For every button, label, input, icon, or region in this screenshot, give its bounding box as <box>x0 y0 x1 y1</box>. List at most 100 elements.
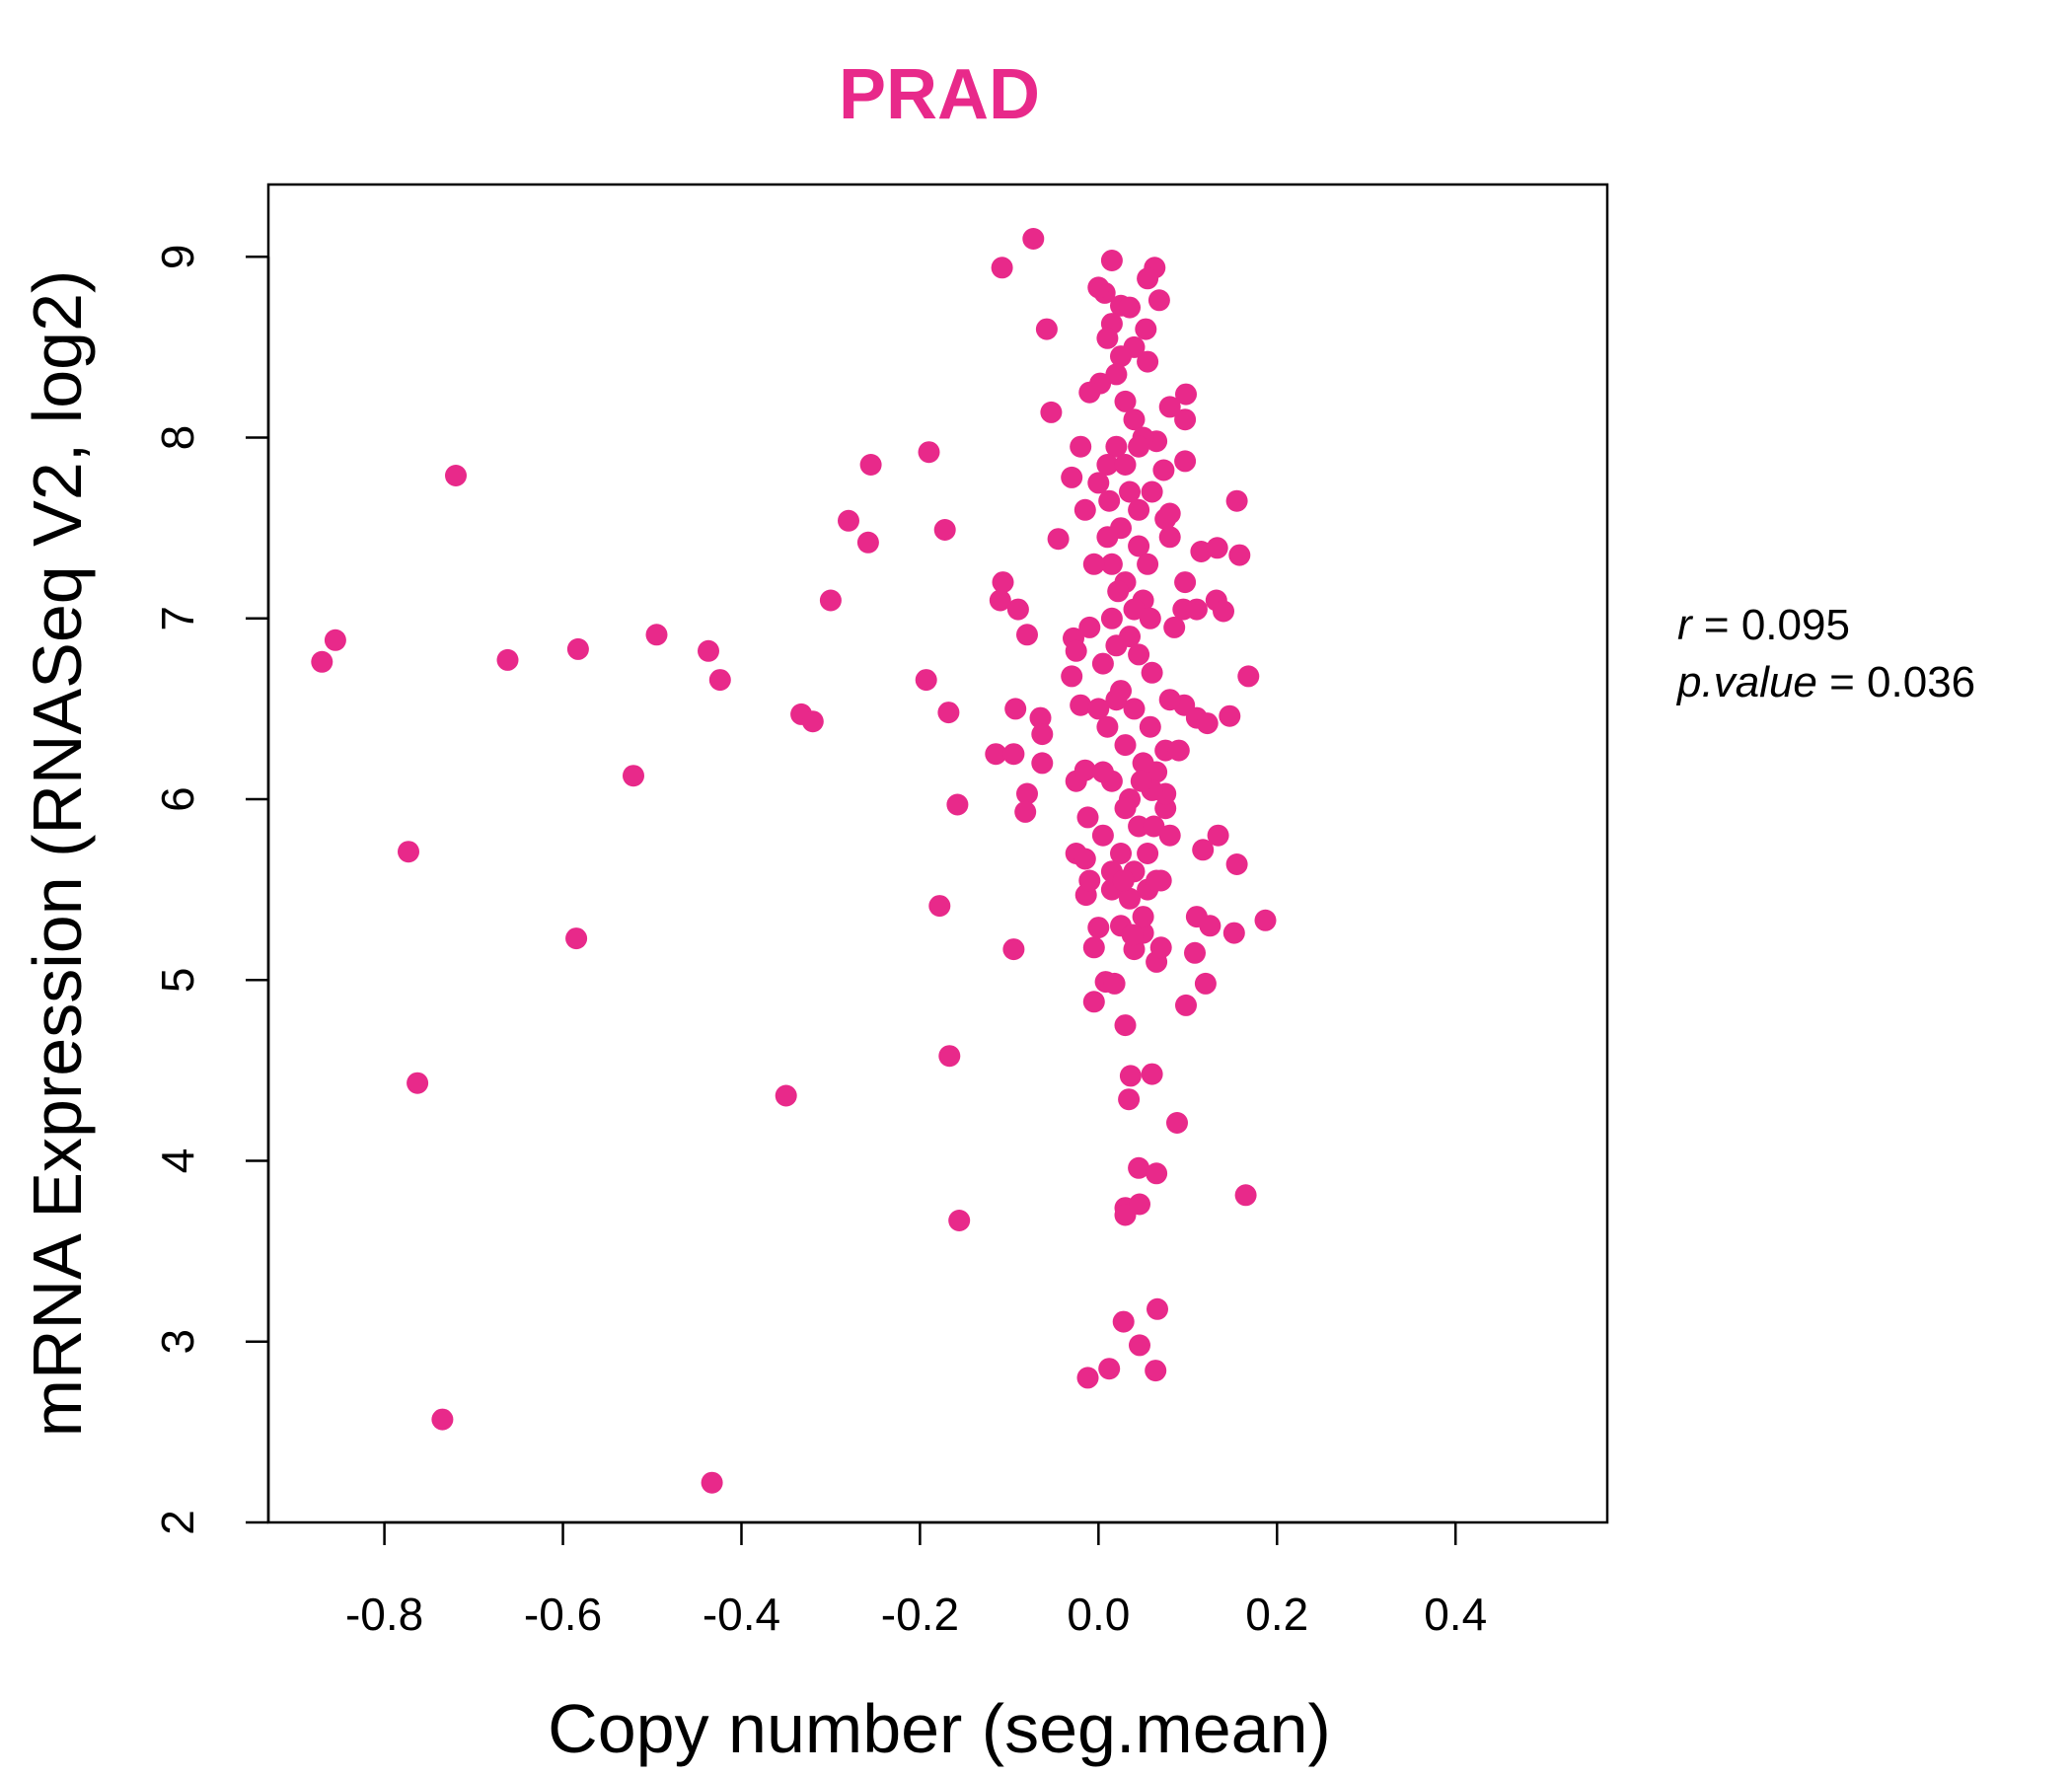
p-value-stat-label: p.value <box>1675 658 1817 706</box>
data-point <box>985 743 1007 766</box>
data-point <box>1254 909 1277 931</box>
data-point <box>1225 853 1248 875</box>
data-point <box>1174 408 1197 431</box>
data-point <box>1128 1156 1150 1179</box>
data-point <box>1237 665 1260 688</box>
data-point <box>1175 994 1197 1016</box>
y-tick-label: 4 <box>152 1148 203 1174</box>
data-point <box>1163 616 1186 638</box>
data-point <box>496 648 519 671</box>
data-point <box>1141 481 1163 503</box>
data-point <box>1112 1310 1135 1333</box>
data-point <box>1128 815 1150 838</box>
data-point <box>1105 435 1128 458</box>
data-point <box>1096 526 1119 549</box>
data-point <box>946 793 969 816</box>
data-point <box>856 531 879 554</box>
data-point <box>1031 723 1054 746</box>
x-tick-label: -0.8 <box>345 1589 423 1640</box>
data-point <box>915 669 937 692</box>
data-point <box>566 637 589 660</box>
data-point <box>1070 694 1092 716</box>
data-point <box>992 571 1014 594</box>
p-value-stat-value: 0.036 <box>1867 658 1975 706</box>
data-point <box>1087 276 1110 299</box>
y-tick-label: 2 <box>152 1510 203 1535</box>
x-tick-label: -0.6 <box>524 1589 602 1640</box>
data-point <box>1139 715 1161 738</box>
x-tick-label: 0.2 <box>1245 1589 1308 1640</box>
data-point <box>1078 381 1101 404</box>
data-point <box>1078 869 1101 892</box>
data-point <box>859 454 882 476</box>
y-tick-label: 9 <box>152 245 203 270</box>
data-point <box>1152 459 1175 481</box>
data-point <box>1219 704 1241 727</box>
data-point <box>1128 498 1150 521</box>
data-point <box>1132 752 1154 775</box>
data-point <box>1145 1360 1167 1382</box>
data-point <box>801 710 824 733</box>
data-point <box>324 629 346 651</box>
data-point <box>1112 869 1135 892</box>
data-point <box>1073 498 1096 521</box>
data-point <box>1091 652 1114 675</box>
data-point <box>645 624 668 646</box>
p-value-stat: p.value = 0.036 <box>1675 658 1975 706</box>
r-stat: r = 0.095 <box>1677 601 1850 649</box>
data-point <box>1206 537 1228 559</box>
data-point <box>1167 739 1190 762</box>
data-point <box>1002 938 1025 961</box>
data-point <box>1147 289 1170 312</box>
data-point <box>989 589 1011 612</box>
data-point <box>1185 598 1208 621</box>
x-tick-label: 0.4 <box>1424 1589 1487 1640</box>
data-point <box>1006 598 1029 621</box>
data-point <box>1196 712 1219 735</box>
data-point <box>1132 906 1154 928</box>
data-point <box>1100 553 1123 575</box>
data-point <box>1114 797 1137 820</box>
data-point <box>1129 1193 1150 1216</box>
data-point <box>1087 917 1110 939</box>
data-point <box>928 895 951 918</box>
data-point <box>1114 1014 1137 1037</box>
data-point <box>311 650 333 673</box>
data-point <box>1207 824 1229 847</box>
data-point <box>1082 991 1105 1013</box>
data-point <box>1114 454 1137 476</box>
plot-frame <box>266 183 1609 1524</box>
data-point <box>1119 1065 1142 1087</box>
data-point <box>948 1210 971 1231</box>
data-point <box>1222 922 1245 944</box>
data-point <box>1158 689 1181 711</box>
data-point <box>933 519 956 541</box>
p-value-stat-equals: = <box>1829 658 1867 706</box>
data-point <box>1128 535 1150 557</box>
data-point <box>1225 489 1248 512</box>
data-point <box>1135 318 1157 340</box>
x-tick-label: 0.0 <box>1067 1589 1130 1640</box>
data-point <box>1105 689 1128 711</box>
data-point <box>1147 1297 1168 1320</box>
data-point <box>918 441 940 464</box>
data-point <box>775 1084 797 1107</box>
y-axis-label: mRNA Expression (RNASeq V2, log2) <box>19 270 96 1438</box>
r-stat-equals: = <box>1704 601 1741 649</box>
data-point <box>1096 327 1119 349</box>
x-tick-label: -0.2 <box>881 1589 959 1640</box>
data-point <box>701 1471 723 1494</box>
data-point <box>1121 924 1144 946</box>
data-point <box>1119 887 1141 910</box>
data-point <box>1114 390 1137 412</box>
data-point <box>1061 665 1083 688</box>
data-point <box>1141 661 1163 684</box>
data-point <box>1096 454 1119 476</box>
data-point <box>1128 435 1150 458</box>
data-point <box>1158 526 1181 549</box>
data-point <box>1082 553 1105 575</box>
data-point <box>1065 639 1087 662</box>
data-point <box>1123 598 1146 621</box>
data-point <box>1098 1358 1121 1380</box>
data-point <box>1002 743 1025 766</box>
